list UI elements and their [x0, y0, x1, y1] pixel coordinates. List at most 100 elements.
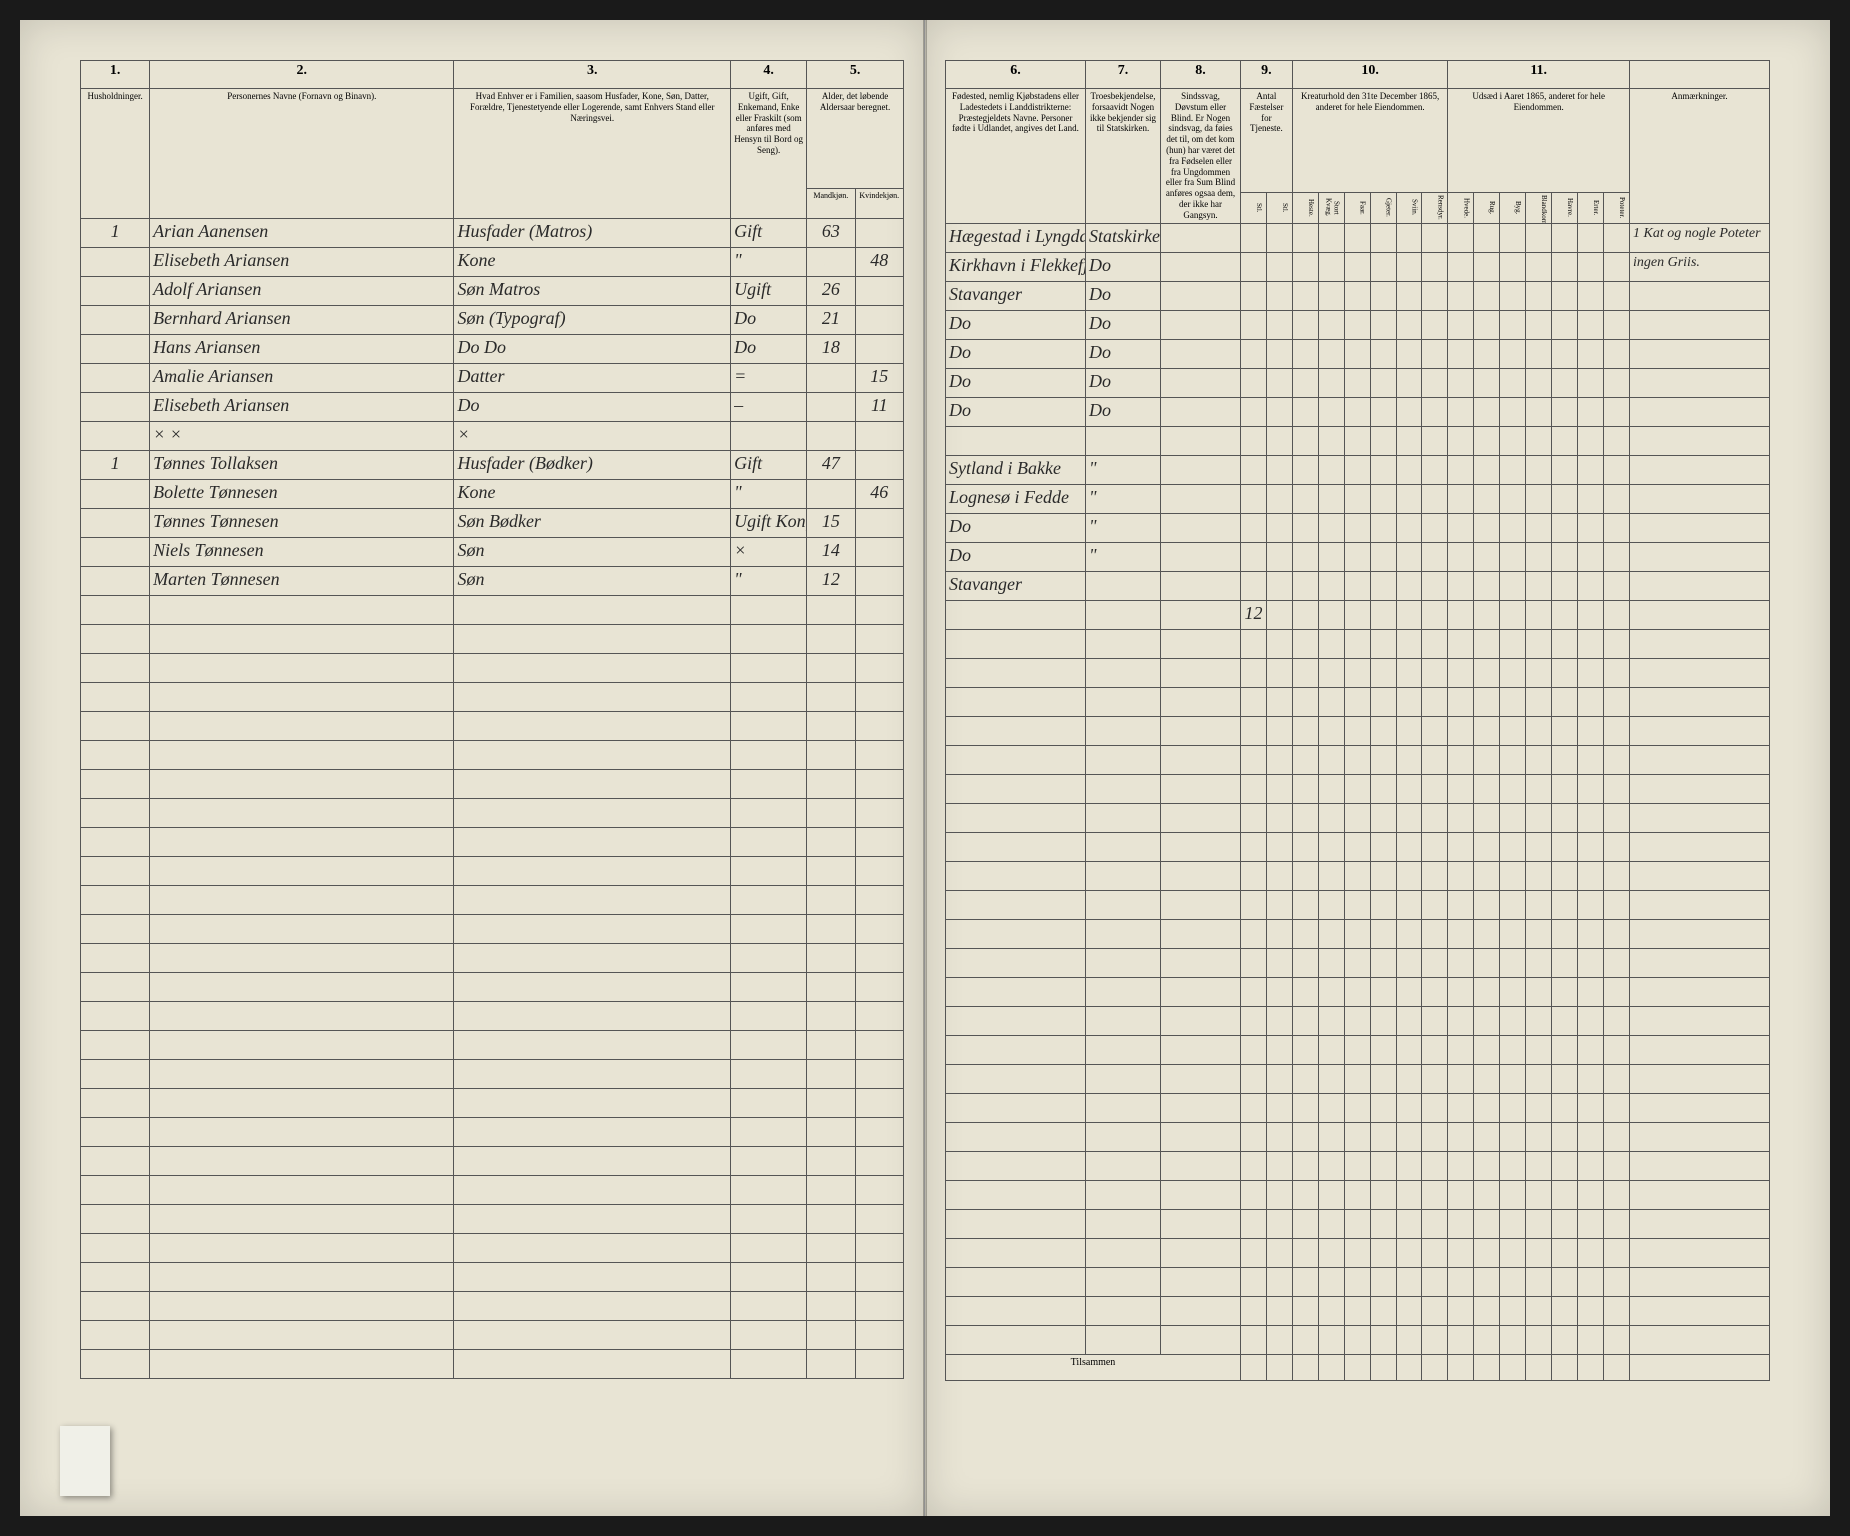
- cell: [1526, 542, 1552, 571]
- cell: [1241, 281, 1267, 310]
- cell: Stavanger: [946, 571, 1086, 600]
- cell: [1422, 455, 1448, 484]
- cell: [1241, 571, 1267, 600]
- cell: [1552, 397, 1578, 426]
- cell: ": [1086, 513, 1161, 542]
- col-7-header: Troesbekjendelse, forsaavidt Nogen ikke …: [1086, 89, 1161, 224]
- cell: Do: [946, 310, 1086, 339]
- cell: [1161, 368, 1241, 397]
- cell: [81, 509, 150, 538]
- cell: [1500, 571, 1526, 600]
- cell: [1292, 513, 1318, 542]
- cell: Ugift: [731, 277, 807, 306]
- cell: [1266, 484, 1292, 513]
- empty-row: [81, 1350, 904, 1379]
- col-remarks-num: [1630, 61, 1770, 89]
- cell: [1526, 368, 1552, 397]
- cell: [1422, 252, 1448, 281]
- empty-row: [81, 741, 904, 770]
- cell: Statskirken: [1086, 223, 1161, 252]
- table-row: DoDo: [946, 397, 1770, 426]
- cell: [1500, 310, 1526, 339]
- empty-row: [946, 1035, 1770, 1064]
- cell: [1370, 397, 1396, 426]
- empty-row: [81, 1060, 904, 1089]
- col-8-header: Sindssvag, Døvstum eller Blind. Er Nogen…: [1161, 89, 1241, 224]
- cell: [1266, 339, 1292, 368]
- cell: Søn Bødker: [454, 509, 731, 538]
- cell: Søn: [454, 567, 731, 596]
- cell: [1552, 310, 1578, 339]
- col-10-num: 10.: [1292, 61, 1448, 89]
- subheader-cell: Rug.: [1474, 192, 1500, 223]
- cell: [1344, 513, 1370, 542]
- empty-row: [946, 1180, 1770, 1209]
- cell: [1370, 571, 1396, 600]
- cell: [1474, 252, 1500, 281]
- empty-row: [946, 658, 1770, 687]
- cell: [1396, 397, 1422, 426]
- cell: Søn (Typograf): [454, 306, 731, 335]
- cell: [1630, 542, 1770, 571]
- col-5b-sub: Kvindekjøn.: [855, 189, 903, 219]
- empty-row: [81, 712, 904, 741]
- cell: [1577, 223, 1603, 252]
- cell: [1500, 223, 1526, 252]
- empty-row: [946, 1296, 1770, 1325]
- cell: [1474, 368, 1500, 397]
- cell: [1370, 513, 1396, 542]
- cell: [1292, 368, 1318, 397]
- cell: Kone: [454, 480, 731, 509]
- cell: [1552, 513, 1578, 542]
- cell: [1396, 339, 1422, 368]
- cell: [1318, 310, 1344, 339]
- right-page: 6. 7. 8. 9. 10. 11. Fødested, nemlig Kjø…: [925, 20, 1830, 1516]
- col-3-num: 3.: [454, 61, 731, 89]
- cell: [807, 248, 855, 277]
- cell: [1603, 310, 1629, 339]
- empty-row: [946, 1122, 1770, 1151]
- cell: [1630, 281, 1770, 310]
- cell: Hægestad i Lyngdalen: [946, 223, 1086, 252]
- cell: [1526, 252, 1552, 281]
- col-7-num: 7.: [1086, 61, 1161, 89]
- cell: [1422, 426, 1448, 455]
- empty-row: [946, 687, 1770, 716]
- table-row: 1Arian AanensenHusfader (Matros)Gift63: [81, 219, 904, 248]
- empty-row: [946, 1093, 1770, 1122]
- cell: [1630, 484, 1770, 513]
- cell: [1526, 281, 1552, 310]
- cell: [1577, 484, 1603, 513]
- cell: [855, 219, 903, 248]
- cell: [1577, 397, 1603, 426]
- cell: [1161, 252, 1241, 281]
- cell: [1292, 484, 1318, 513]
- cell: [807, 480, 855, 509]
- cell: [1318, 455, 1344, 484]
- col-8-num: 8.: [1161, 61, 1241, 89]
- cell: [1552, 571, 1578, 600]
- cell: [1577, 426, 1603, 455]
- cell: Stavanger: [946, 281, 1086, 310]
- table-row: Sytland i Bakke": [946, 455, 1770, 484]
- cell: Do: [946, 339, 1086, 368]
- subheader-cell: Heste.: [1292, 192, 1318, 223]
- cell: [807, 393, 855, 422]
- cell: [1630, 426, 1770, 455]
- cell: Ugift Konf.: [731, 509, 807, 538]
- cell: [1396, 455, 1422, 484]
- col-5-num: 5.: [807, 61, 904, 89]
- cell: [1448, 339, 1474, 368]
- right-table: 6. 7. 8. 9. 10. 11. Fødested, nemlig Kjø…: [945, 60, 1770, 1381]
- cell: [1266, 571, 1292, 600]
- cell: [1318, 252, 1344, 281]
- cell: [1161, 484, 1241, 513]
- cell: [855, 451, 903, 480]
- col-3-header: Hvad Enhver er i Familien, saasom Husfad…: [454, 89, 731, 219]
- col-header-row: Husholdninger. Personernes Navne (Fornav…: [81, 89, 904, 189]
- cell: [1577, 571, 1603, 600]
- cell: [1241, 397, 1267, 426]
- empty-row: [81, 857, 904, 886]
- subheader-cell: Byg.: [1500, 192, 1526, 223]
- empty-row: [81, 1205, 904, 1234]
